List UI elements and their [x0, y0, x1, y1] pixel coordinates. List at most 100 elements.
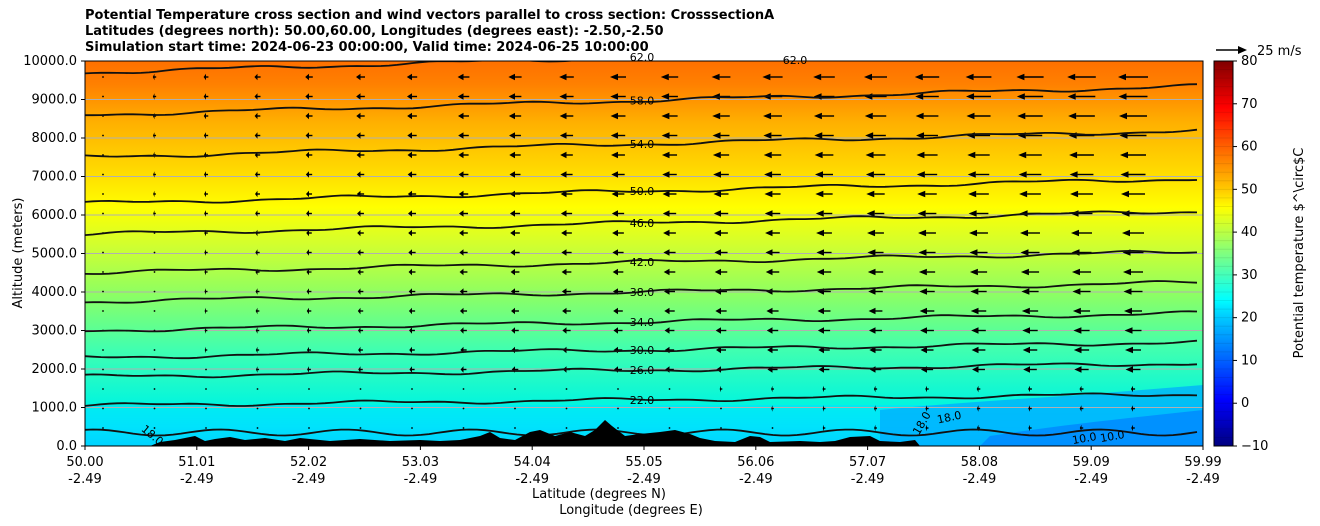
contour-line	[85, 83, 1198, 117]
wind-vector	[966, 93, 991, 100]
x-tick-label-lat: 52.02	[290, 455, 327, 470]
wind-vector	[204, 327, 208, 334]
wind-vector	[359, 388, 362, 390]
contour-line	[85, 249, 1198, 275]
wind-vector	[1018, 151, 1042, 159]
x-tick-label-lat: 56.06	[737, 455, 774, 470]
wind-vector	[153, 171, 156, 178]
wind-vector	[357, 268, 364, 276]
wind-vector	[308, 407, 310, 410]
colorbar-tick-label: 20	[1241, 311, 1258, 326]
wind-vector	[102, 427, 104, 429]
wind-vector	[1130, 385, 1136, 393]
wind-vector	[409, 346, 415, 354]
wind-vector	[459, 288, 468, 295]
wind-vector	[407, 171, 417, 178]
wind-vector	[1079, 405, 1084, 412]
wind-vector	[357, 307, 364, 315]
wind-vector	[102, 134, 104, 137]
wind-vector	[1119, 112, 1147, 120]
wind-vector	[559, 73, 574, 81]
y-tick-label: 9000.0	[32, 93, 78, 108]
wind-vector	[102, 251, 104, 254]
wind-vector	[255, 210, 260, 217]
wind-vector	[611, 190, 625, 198]
wind-vector	[102, 173, 104, 176]
x-tick-label-lon: -2.49	[739, 472, 773, 487]
wind-vector	[763, 151, 782, 159]
wind-vector	[565, 407, 568, 410]
wind-vector	[152, 132, 157, 139]
wind-vector	[511, 307, 519, 315]
wind-vector	[205, 427, 207, 429]
wind-vector	[771, 405, 774, 412]
wind-vector	[565, 388, 568, 390]
wind-vector	[970, 288, 987, 295]
wind-vector	[561, 249, 572, 256]
wind-vector	[916, 151, 938, 159]
wind-vector	[663, 249, 676, 256]
wind-vector	[874, 424, 877, 432]
x-tick-label-lon: -2.49	[515, 472, 549, 487]
wind-vector	[1073, 327, 1090, 334]
wind-vector	[1069, 151, 1094, 159]
wind-vector	[617, 427, 619, 429]
wind-vector	[816, 268, 832, 276]
wind-vector	[917, 210, 937, 217]
wind-vector	[917, 190, 937, 198]
wind-vector	[560, 151, 573, 159]
wind-vector	[462, 427, 465, 429]
wind-vector	[511, 327, 519, 334]
contour-line	[85, 310, 1198, 333]
wind-vector	[255, 307, 260, 315]
wind-vector	[356, 112, 365, 120]
wind-vector	[713, 190, 729, 198]
wind-vector	[153, 427, 156, 429]
wind-vector	[925, 405, 929, 412]
wind-vector	[864, 112, 887, 120]
chart-title: Potential Temperature cross section and …	[85, 8, 774, 56]
wind-vector	[254, 112, 261, 120]
wind-vector	[1020, 229, 1040, 237]
wind-vector	[102, 271, 104, 273]
wind-vector	[411, 407, 413, 410]
wind-vector	[925, 385, 929, 393]
wind-vector	[510, 268, 520, 276]
wind-vector	[359, 427, 362, 429]
wind-vector	[1018, 171, 1042, 178]
x-tick-label-lat: 59.99	[1184, 455, 1221, 470]
wind-vector	[462, 388, 465, 390]
contour-line	[85, 128, 1198, 158]
wind-vector	[102, 368, 104, 371]
wind-vector	[458, 151, 469, 159]
wind-vector	[152, 73, 157, 81]
wind-vector	[865, 151, 886, 159]
wind-vector	[610, 73, 626, 81]
wind-vector	[255, 288, 260, 295]
wind-vector	[460, 366, 467, 373]
wind-vector	[561, 229, 572, 237]
wind-vector	[1068, 112, 1095, 120]
wind-vector	[867, 249, 884, 256]
wind-vector	[813, 73, 835, 81]
wind-vector	[976, 385, 981, 393]
wind-vector	[204, 171, 208, 178]
wind-vector	[562, 307, 571, 315]
wind-vector	[203, 112, 209, 120]
wind-vector	[306, 249, 312, 256]
contour-line	[85, 61, 580, 75]
wind-vector	[1118, 73, 1148, 81]
wind-vector	[1020, 249, 1040, 256]
x-tick-label-lat: 57.07	[849, 455, 886, 470]
wind-vector	[613, 307, 623, 315]
wind-vector	[356, 73, 365, 81]
wind-vector	[255, 190, 260, 198]
wind-vector	[305, 151, 313, 159]
wind-vector	[617, 388, 619, 390]
wind-vector	[765, 268, 780, 276]
contour-label: 10.0	[1071, 430, 1097, 447]
wind-vector	[256, 388, 259, 390]
wind-vector	[915, 112, 939, 120]
wind-vector	[254, 171, 261, 178]
wind-vector	[102, 95, 104, 98]
